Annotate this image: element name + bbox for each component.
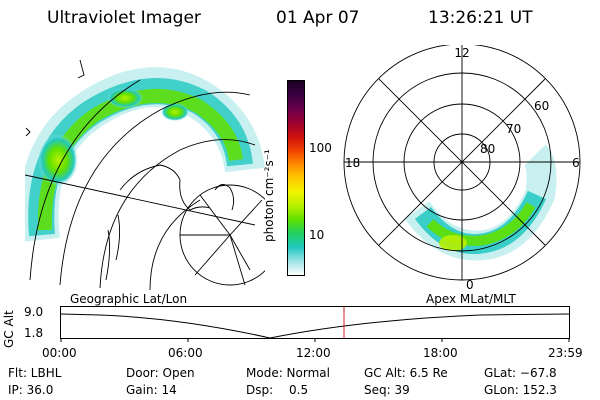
filter-status: Flt: LBHL	[8, 366, 62, 380]
colorbar-tick-100: 100	[309, 141, 332, 155]
coastline	[25, 59, 235, 281]
mode-status: Mode: Normal	[246, 366, 330, 380]
mlt-label-18: 18	[345, 156, 360, 170]
xtick-1200: 12:00	[296, 346, 331, 360]
timeline-ytick-bottom: 1.8	[24, 326, 44, 340]
dsp-value: 0.5	[289, 383, 309, 397]
timeline-left-label: Geographic Lat/Lon	[70, 292, 188, 306]
xtick-2359: 23:59	[548, 346, 583, 360]
aurora-bright-spot	[161, 103, 189, 121]
dsp-label: Dsp:	[246, 383, 274, 397]
xtick-0000: 00:00	[42, 346, 77, 360]
door-status: Door: Open	[126, 366, 195, 380]
polar-plot: 12 18 6 0 60 70 80	[343, 45, 581, 290]
timeline-chart	[60, 306, 570, 342]
xtick-1800: 18:00	[423, 346, 458, 360]
altitude-curve	[60, 313, 570, 339]
mlat-label-60: 60	[534, 99, 549, 113]
mlt-label-12: 12	[454, 46, 469, 60]
mlat-label-70: 70	[506, 122, 521, 136]
aurora-bright-spot	[107, 88, 143, 108]
ip-status: IP: 36.0	[8, 383, 54, 397]
instrument-title: Ultraviolet Imager	[47, 8, 201, 28]
polar-grid	[343, 45, 581, 281]
sequence-status: Seq: 39	[364, 383, 410, 397]
xtick-0600: 06:00	[168, 346, 203, 360]
polar-aurora-core	[426, 202, 536, 246]
colorbar-tick-10: 10	[309, 228, 325, 242]
colorbar-unit-label: photon cm⁻²s⁻¹	[262, 149, 276, 242]
aurora-bright-spot	[38, 134, 78, 186]
timeline-ticks	[60, 338, 570, 342]
gc-altitude-status: GC Alt: 6.5 Re	[364, 366, 448, 380]
mlt-label-0: 0	[466, 278, 474, 290]
geo-grid	[25, 79, 265, 290]
timeline-ytick-top: 9.0	[24, 305, 44, 319]
colorbar	[287, 80, 305, 276]
glon-status: GLon: 152.3	[484, 383, 557, 397]
observation-date: 01 Apr 07	[276, 8, 360, 28]
glat-status: GLat: −67.8	[484, 366, 557, 380]
timeline-frame	[60, 306, 570, 339]
mlt-label-6: 6	[572, 156, 580, 170]
gain-status: Gain: 14	[126, 383, 177, 397]
observation-time: 13:26:21 UT	[428, 8, 533, 28]
polar-aurora-bright-spot	[439, 235, 467, 251]
geographic-map-panel	[25, 59, 265, 290]
mlat-label-80: 80	[480, 142, 495, 156]
timeline-right-label: Apex MLat/MLT	[426, 292, 516, 306]
timeline-yaxis-label: GC Alt	[2, 310, 16, 348]
